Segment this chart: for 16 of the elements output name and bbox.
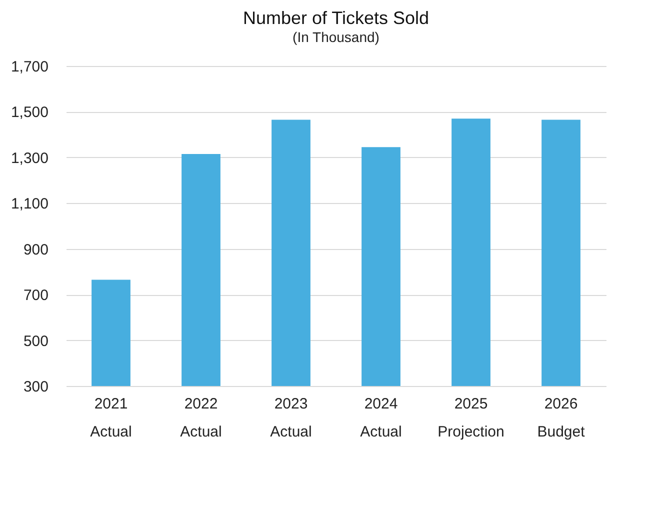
- y-tick-label: 1,500: [10, 104, 48, 122]
- x-tick-label: 2021 Actual: [90, 396, 132, 440]
- y-tick-label: 700: [23, 287, 48, 304]
- x-tick-label: 2022 Actual: [180, 396, 222, 440]
- y-tick-label: 1,100: [10, 196, 48, 213]
- x-tick-label: 2024 Actual: [360, 396, 402, 440]
- chart-subtitle: (In Thousand): [292, 29, 380, 45]
- y-tick-label: 500: [23, 332, 48, 350]
- x-tick-label: 2026 Budget: [537, 396, 586, 440]
- y-tick-label: 1,300: [10, 150, 48, 167]
- y-tick-label: 300: [23, 378, 48, 396]
- x-tick-label: 2025 Projection: [438, 396, 504, 440]
- y-tick-label: 900: [23, 241, 48, 258]
- chart-title: Number of Tickets Sold: [242, 8, 430, 28]
- y-tick-label: 1,700: [10, 58, 48, 76]
- x-tick-label: 2023 Actual: [270, 396, 312, 440]
